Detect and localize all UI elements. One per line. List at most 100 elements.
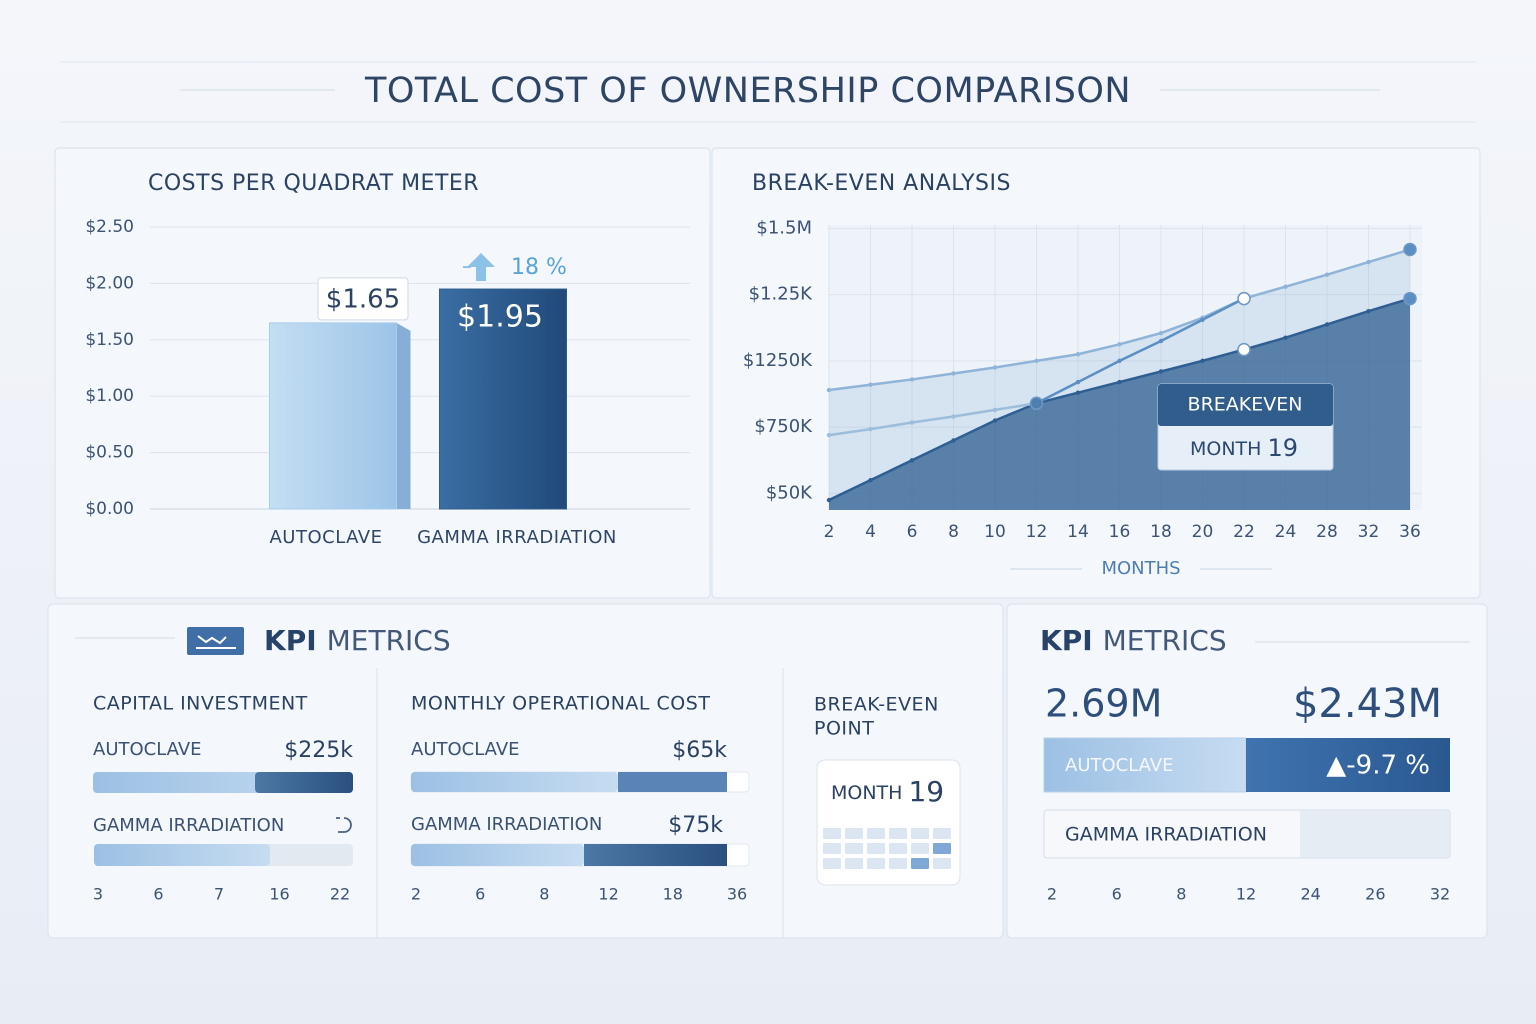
row-label: AUTOCLAVE: [93, 739, 202, 760]
tick-label: 7: [214, 885, 224, 904]
y-tick-label: $1.00: [85, 386, 134, 406]
calendar-cell: [845, 858, 863, 869]
kpi-title-rest: METRICS: [1103, 624, 1227, 657]
x-tick-label: 4: [865, 522, 876, 542]
x-tick-label: 14: [1067, 522, 1089, 542]
y-tick-label: $1.25K: [749, 284, 814, 305]
kpi-bar-label: AUTOCLAVE: [1065, 755, 1174, 776]
calendar-cell: [823, 828, 841, 839]
kpi-title: KPI METRICS: [1040, 624, 1227, 657]
series-point: [992, 407, 998, 413]
calendar-cell: [889, 843, 907, 854]
tick-label: 12: [1236, 885, 1256, 904]
highlight-point: [1237, 291, 1251, 306]
section-title: MONTHLY OPERATIONAL COST: [411, 693, 710, 715]
series-point: [1117, 379, 1122, 385]
highlight-point: [1403, 291, 1417, 306]
tick-label: 16: [269, 885, 289, 904]
y-tick-label: $750K: [754, 416, 813, 437]
kpi-title-bold: KPI: [1040, 624, 1093, 657]
tick-label: 8: [539, 885, 549, 904]
highlight-point: [1403, 242, 1417, 257]
tick-label: 18: [663, 885, 683, 904]
calendar-cell: [889, 828, 907, 839]
calendar-cell: [911, 828, 929, 839]
y-tick-label: $1.5M: [756, 217, 812, 238]
tick-label: 8: [1176, 885, 1186, 904]
calendar-cell: [911, 858, 929, 869]
row-value: $75k: [668, 813, 723, 838]
progress-bar-fill: [584, 844, 727, 866]
x-tick-label: 6: [907, 522, 918, 542]
x-tick-label: 16: [1109, 522, 1131, 542]
calendar-cell: [823, 843, 841, 854]
calendar-cell: [845, 828, 863, 839]
calendar-grid: [823, 828, 951, 869]
calendar-cell: [933, 843, 951, 854]
series-point: [1117, 358, 1122, 364]
chart-title: COSTS PER QUADRAT METER: [148, 171, 479, 196]
series-point: [826, 387, 832, 393]
kpi-icon-glyph: [196, 635, 236, 649]
section-title: POINT: [814, 718, 874, 740]
tick-row: 2 6 8 12 24 26 32: [1047, 885, 1450, 904]
x-tick-label: 22: [1233, 522, 1255, 542]
series-point: [1366, 259, 1371, 265]
annotation-title: BREAKEVEN: [1188, 394, 1303, 416]
annotation-month-label: MONTH: [1190, 438, 1261, 460]
series-point: [951, 371, 956, 376]
kpi-change: ▲-9.7 %: [1326, 751, 1430, 781]
calendar-cell: [889, 858, 907, 869]
series-point: [868, 477, 873, 483]
x-tick-label: 2: [824, 522, 835, 542]
highlight-point: [1237, 342, 1251, 357]
y-tick-label: $2.00: [85, 273, 134, 293]
change-annotation: 18 %: [511, 255, 567, 280]
y-tick-label: $50K: [766, 482, 813, 503]
x-tick-label: 24: [1275, 522, 1297, 542]
x-tick-label: 36: [1399, 522, 1421, 542]
row-label: GAMMA IRRADIATION: [411, 814, 602, 835]
chart-title: BREAK-EVEN ANALYSIS: [752, 171, 1011, 196]
y-tick-label: $1.50: [85, 330, 134, 350]
tick-label: 22: [330, 885, 350, 904]
series-point: [868, 426, 873, 432]
tick-label: 36: [727, 885, 747, 904]
x-tick-label: 28: [1316, 522, 1338, 542]
calendar-cell: [823, 858, 841, 869]
series-point: [1324, 272, 1330, 277]
tick-row: 3 6 7 16 22: [93, 885, 350, 904]
series-point: [826, 497, 832, 503]
tick-label: 24: [1300, 885, 1320, 904]
change-arrow: [467, 253, 495, 282]
progress-bar: [411, 844, 584, 866]
tick-row: 2 6 8 12 18 36: [411, 885, 747, 904]
kpi-value: $2.43M: [1293, 681, 1442, 727]
progress-bar: [411, 772, 618, 792]
y-tick-label: $0.50: [85, 443, 134, 463]
series-point: [1283, 284, 1288, 289]
tick-label: 32: [1430, 885, 1450, 904]
x-tick-label: 18: [1150, 522, 1172, 542]
series-point: [1117, 342, 1122, 347]
x-tick-label: 8: [948, 522, 959, 542]
annotation-month: 19: [1267, 434, 1298, 462]
series-point: [826, 432, 832, 438]
tick-label: 3: [93, 885, 103, 904]
progress-bar-fill: [618, 772, 727, 792]
series-point: [1034, 358, 1039, 364]
tick-label: 6: [475, 885, 485, 904]
bar: [439, 288, 567, 510]
series-point: [1158, 338, 1164, 344]
kpi-title-rest: METRICS: [327, 624, 451, 657]
x-tick-label: 20: [1192, 522, 1214, 542]
x-tick-label: 10: [984, 522, 1006, 542]
series-point: [951, 438, 956, 443]
calendar-cell: [911, 843, 929, 854]
progress-bar: [94, 844, 270, 866]
series-point: [1075, 379, 1081, 385]
month-value: 19: [908, 775, 944, 808]
annotation-text: MONTH 19: [1190, 434, 1298, 462]
